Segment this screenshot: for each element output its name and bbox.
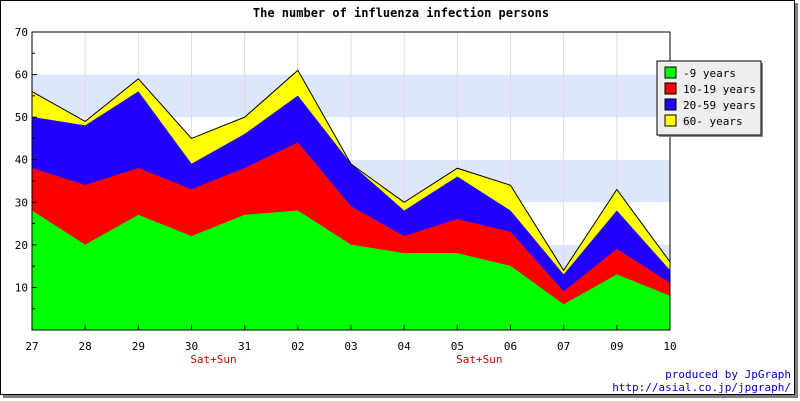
y-tick-label: 60 <box>15 69 28 82</box>
legend-swatch <box>664 82 677 95</box>
legend-label: -9 years <box>683 67 736 80</box>
legend-label: 10-19 years <box>683 83 756 96</box>
x-tick-label: 30 <box>185 340 198 353</box>
total-outline <box>31 69 671 272</box>
chart-frame: 10 20 30 40 50 60 70 27 28 29 30 31 02 03 04 05 06 07 09 10… <box>0 0 795 395</box>
x-tick-label: 03 <box>344 340 357 353</box>
x-tick-label: 28 <box>79 340 92 353</box>
legend-swatch <box>664 114 677 127</box>
y-tick-label: 20 <box>15 239 28 252</box>
x-tick-label: 09 <box>610 340 623 353</box>
weekend-label: Sat+Sun <box>456 353 502 366</box>
y-tick-label: 50 <box>15 111 28 124</box>
chart-title: The number of influenza infection person… <box>253 6 549 20</box>
influenza-area-chart: 10 20 30 40 50 60 70 27 28 29 30 31 02 03 04 05 06 07 09 10… <box>15 6 791 394</box>
x-tick-label: 31 <box>238 340 251 353</box>
y-tick-label: 70 <box>15 26 28 39</box>
legend-label: 60- years <box>683 115 743 128</box>
x-tick-label: 27 <box>25 340 38 353</box>
x-tick-label: 29 <box>132 340 145 353</box>
axes: 10 20 30 40 50 60 70 27 28 29 30 31 02 03 04 05 06 07 09 10… <box>15 26 677 366</box>
credit-link[interactable]: http://asial.co.jp/jpgraph/ <box>612 381 791 394</box>
legend: -9 years 10-19 years 20-59 years 60- years <box>656 60 763 137</box>
x-tick-label: 05 <box>451 340 464 353</box>
x-tick-label: 06 <box>504 340 517 353</box>
y-tick-label: 10 <box>15 281 28 294</box>
legend-swatch <box>664 98 677 111</box>
y-tick-label: 40 <box>15 154 28 167</box>
x-tick-label: 02 <box>291 340 304 353</box>
legend-swatch <box>664 66 677 79</box>
x-tick-label: 10 <box>663 340 676 353</box>
weekend-label: Sat+Sun <box>190 353 236 366</box>
x-tick-label: 04 <box>398 340 412 353</box>
credit-line-1: produced by JpGraph <box>665 368 791 381</box>
legend-label: 20-59 years <box>683 99 756 112</box>
x-tick-label: 07 <box>557 340 570 353</box>
y-tick-label: 30 <box>15 196 28 209</box>
